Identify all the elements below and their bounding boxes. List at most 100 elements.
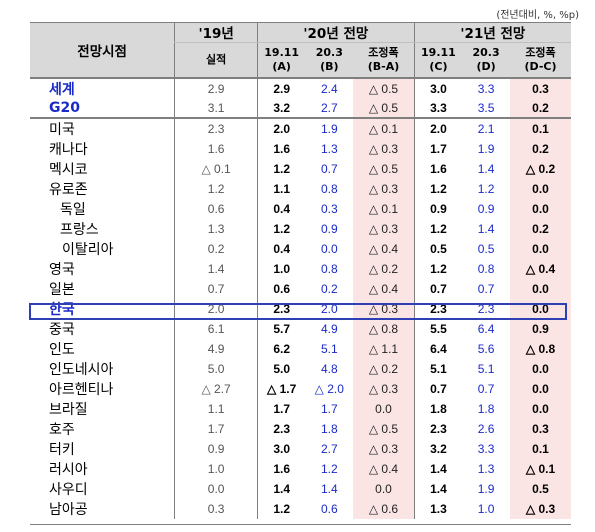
forecast-2021-d: 1.9 bbox=[477, 142, 495, 157]
forecast-2021-c: 0.7 bbox=[413, 279, 463, 300]
unit-note: (전년대비, %, %p) bbox=[496, 10, 579, 21]
country-name: G20 bbox=[49, 100, 80, 117]
table-row: 중국 6.1 5.7 4.9 △ 0.8 5.5 6.4 0.9 bbox=[30, 319, 571, 340]
forecast-2021-d: 5.6 bbox=[477, 342, 495, 357]
forecast-2020-b: 2.7 bbox=[320, 101, 338, 116]
forecast-2021-d: 1.8 bbox=[477, 402, 495, 417]
adjust-2021: 0.3 bbox=[510, 77, 571, 99]
adjust-2020: △ 0.3 bbox=[353, 219, 415, 240]
forecast-2021-c: 0.9 bbox=[413, 199, 463, 220]
adjust-2021: 0.1 bbox=[510, 439, 571, 460]
forecast-2021-d: 6.4 bbox=[477, 322, 495, 337]
forecast-2020-b: 0.6 bbox=[320, 502, 338, 517]
forecast-2020-b: 1.3 bbox=[320, 142, 338, 157]
forecast-2021-c: 1.2 bbox=[413, 219, 463, 240]
forecast-2020-a: 0.4 bbox=[256, 199, 306, 220]
table-row: 브라질 1.1 1.7 1.7 0.0 1.8 1.8 0.0 bbox=[30, 399, 571, 420]
adjust-2021: △ 0.4 bbox=[510, 259, 571, 280]
adjust-2020: △ 0.2 bbox=[353, 259, 415, 280]
country-name: 독일 bbox=[60, 202, 86, 219]
adjust-2020: △ 0.4 bbox=[353, 239, 415, 260]
table-row: 이탈리아 0.2 0.4 0.0 △ 0.4 0.5 0.5 0.0 bbox=[30, 239, 571, 260]
forecast-2021-d: 1.0 bbox=[477, 502, 495, 517]
table-row: 독일 0.6 0.4 0.3 △ 0.1 0.9 0.9 0.0 bbox=[30, 199, 571, 220]
adjust-2021: 0.0 bbox=[510, 279, 571, 300]
forecast-2020-b: 0.7 bbox=[320, 162, 338, 177]
forecast-2021-c: 0.5 bbox=[413, 239, 463, 260]
forecast-2020-a: 3.0 bbox=[256, 439, 306, 460]
actual-2019: △ 0.1 bbox=[174, 159, 258, 180]
actual-2019: 2.3 bbox=[174, 117, 258, 140]
country-name: 인도네시아 bbox=[49, 362, 114, 379]
header-2020-a: 19.11 (A) bbox=[256, 42, 306, 78]
forecast-2020-b: 1.7 bbox=[320, 402, 338, 417]
header-2021-adj: 조정폭 (D-C) bbox=[510, 42, 571, 78]
adjust-2021: 0.5 bbox=[510, 479, 571, 500]
forecast-2020-b: 0.3 bbox=[320, 202, 338, 217]
country-name: 남아공 bbox=[49, 502, 88, 519]
forecast-2020-b: 0.9 bbox=[320, 222, 338, 237]
forecast-2020-a: △ 1.7 bbox=[256, 379, 306, 400]
adjust-2021: 0.0 bbox=[510, 199, 571, 220]
forecast-2021-c: 1.2 bbox=[413, 259, 463, 280]
adjust-2020: △ 0.3 bbox=[353, 379, 415, 400]
adjust-2021: 0.1 bbox=[510, 117, 571, 140]
forecast-2020-a: 1.6 bbox=[256, 139, 306, 160]
adjust-2021: 0.9 bbox=[510, 319, 571, 340]
forecast-2021-d: 0.8 bbox=[477, 262, 495, 277]
table-row: 세계 2.9 2.9 2.4 △ 0.5 3.0 3.3 0.3 bbox=[30, 77, 571, 99]
actual-2019: 4.9 bbox=[174, 339, 258, 360]
country-name: 일본 bbox=[49, 282, 75, 299]
forecast-2020-a: 3.2 bbox=[256, 99, 306, 119]
forecast-2020-a: 2.3 bbox=[256, 299, 306, 320]
adjust-2020: △ 0.5 bbox=[353, 77, 415, 99]
forecast-2020-b: 1.8 bbox=[320, 422, 338, 437]
table-row: 인도 4.9 6.2 5.1 △ 1.1 6.4 5.6 △ 0.8 bbox=[30, 339, 571, 360]
forecast-2021-c: 2.3 bbox=[413, 419, 463, 440]
adjust-2021: 0.0 bbox=[510, 399, 571, 420]
adjust-2021: 0.2 bbox=[510, 219, 571, 240]
forecast-2020-b: 0.2 bbox=[320, 282, 338, 297]
forecast-2021-d: 3.3 bbox=[462, 77, 511, 99]
actual-2019: 1.2 bbox=[174, 179, 258, 200]
table-row: 한국 2.0 2.3 2.0 △ 0.3 2.3 2.3 0.0 bbox=[30, 299, 571, 320]
adjust-2021: △ 0.2 bbox=[510, 159, 571, 180]
forecast-2021-d: 0.7 bbox=[477, 382, 495, 397]
table-row: 멕시코 △ 0.1 1.2 0.7 △ 0.5 1.6 1.4 △ 0.2 bbox=[30, 159, 571, 180]
country-name: 세계 bbox=[30, 77, 175, 99]
actual-2019: 0.6 bbox=[174, 199, 258, 220]
table-row: 터키 0.9 3.0 2.7 △ 0.3 3.2 3.3 0.1 bbox=[30, 439, 571, 460]
forecast-2021-d: 1.3 bbox=[477, 462, 495, 477]
table-row: 미국 2.3 2.0 1.9 △ 0.1 2.0 2.1 0.1 bbox=[30, 117, 571, 140]
country-name: 아르헨티나 bbox=[49, 382, 114, 399]
table-row: G20 3.1 3.2 2.7 △ 0.5 3.3 3.5 0.2 bbox=[30, 99, 571, 119]
forecast-2020-a: 1.6 bbox=[256, 459, 306, 480]
adjust-2021: △ 0.8 bbox=[510, 339, 571, 360]
adjust-2021: 0.0 bbox=[510, 359, 571, 380]
forecast-2020-b: 1.4 bbox=[320, 482, 338, 497]
table-row: 유로존 1.2 1.1 0.8 △ 0.3 1.2 1.2 0.0 bbox=[30, 179, 571, 200]
forecast-2020-a: 1.4 bbox=[256, 479, 306, 500]
forecast-2021-d: 3.3 bbox=[477, 442, 495, 457]
forecast-2020-a: 1.2 bbox=[256, 159, 306, 180]
adjust-2020: △ 0.5 bbox=[353, 99, 415, 119]
adjust-2020: △ 0.1 bbox=[353, 117, 415, 140]
forecast-2020-a: 6.2 bbox=[256, 339, 306, 360]
header-year-2019: '19년 bbox=[174, 22, 258, 43]
forecast-2020-b: 2.0 bbox=[320, 302, 338, 317]
actual-2019: 6.1 bbox=[174, 319, 258, 340]
forecast-2021-c: 1.4 bbox=[413, 459, 463, 480]
table-row: 호주 1.7 2.3 1.8 △ 0.5 2.3 2.6 0.3 bbox=[30, 419, 571, 440]
forecast-2021-c: 3.3 bbox=[413, 99, 463, 119]
forecast-2021-c: 1.8 bbox=[413, 399, 463, 420]
country-name: 유로존 bbox=[49, 182, 88, 199]
actual-2019: 1.3 bbox=[174, 219, 258, 240]
forecast-2021-c: 5.5 bbox=[413, 319, 463, 340]
adjust-2020: △ 0.8 bbox=[353, 319, 415, 340]
forecast-2020-a: 2.9 bbox=[256, 77, 306, 99]
adjust-2020: 0.0 bbox=[353, 479, 415, 500]
actual-2019: 2.9 bbox=[174, 77, 258, 99]
adjust-2021: 0.3 bbox=[510, 419, 571, 440]
forecast-2021-d: 2.6 bbox=[477, 422, 495, 437]
forecast-2021-c: 5.1 bbox=[413, 359, 463, 380]
